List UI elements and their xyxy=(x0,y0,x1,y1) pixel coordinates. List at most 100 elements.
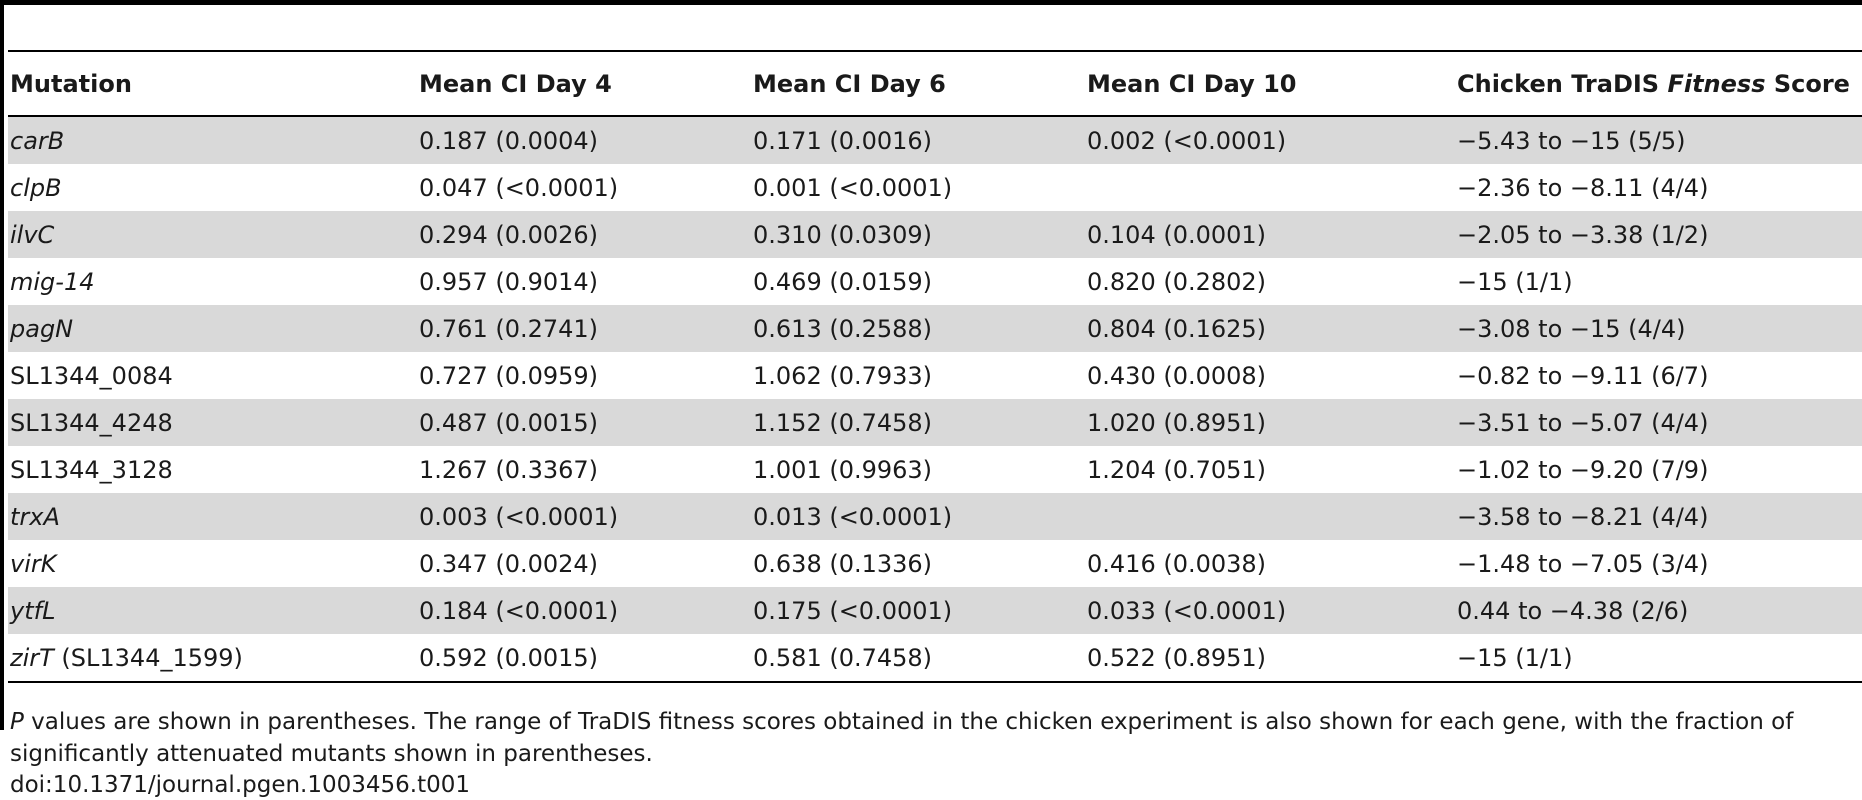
mutation-name: ilvC xyxy=(10,220,55,249)
cell-fitness: −1.48 to −7.05 (3/4) xyxy=(1457,549,1709,578)
left-rule xyxy=(0,0,4,730)
table-row: SL1344_4248 0.487 (0.0015) 1.152 (0.7458) 1… xyxy=(8,399,1862,446)
mutation-name: SL1344_0084 xyxy=(10,361,173,390)
cell-day6: 1.001 (0.9963) xyxy=(753,455,933,484)
mutation-name: clpB xyxy=(10,173,62,202)
header-day4: Mean CI Day 4 xyxy=(419,69,612,98)
cell-day4: 0.761 (0.2741) xyxy=(417,305,751,352)
cell-day10 xyxy=(1085,164,1455,211)
cell-fitness: −5.43 to −15 (5/5) xyxy=(1455,116,1862,164)
mutation-name: virK xyxy=(10,549,57,578)
cell-day10: 0.522 (0.8951) xyxy=(1087,643,1267,672)
cell-day6: 0.613 (0.2588) xyxy=(751,305,1085,352)
cell-day10: 0.416 (0.0038) xyxy=(1087,549,1267,578)
cell-mutation: ilvC xyxy=(8,211,417,258)
cell-mutation: pagN xyxy=(8,305,417,352)
cell-fitness: −15 (1/1) xyxy=(1457,267,1573,296)
mutation-name: SL1344_4248 xyxy=(10,408,173,437)
mutation-suffix: (SL1344_1599) xyxy=(53,643,243,672)
cell-day4: 0.187 (0.0004) xyxy=(417,116,751,164)
table-footnote: P values are shown in parentheses. The r… xyxy=(10,706,1860,770)
cell-mutation: ytfL xyxy=(8,587,417,634)
cell-mutation: virK xyxy=(8,540,417,587)
mutation-name: pagN xyxy=(10,314,74,343)
cell-day10: 1.204 (0.7051) xyxy=(1087,455,1267,484)
table-row: SL1344_3128 1.267 (0.3367) 1.001 (0.9963) 1… xyxy=(8,446,1862,493)
header-day10: Mean CI Day 10 xyxy=(1087,69,1297,98)
table-row: virK 0.347 (0.0024) 0.638 (0.1336) 0.416 (0… xyxy=(8,540,1862,587)
cell-mutation: clpB xyxy=(8,164,417,211)
table-row: clpB 0.047 (<0.0001) 0.001 (<0.0001) −2.36 … xyxy=(8,164,1862,211)
header-fitness: Chicken TraDIS Fitness Score xyxy=(1455,51,1862,116)
header-fitness-italic: Fitness xyxy=(1667,69,1766,98)
footnote-text: values are shown in parentheses. The ran… xyxy=(10,709,1794,767)
cell-day10: 0.804 (0.1625) xyxy=(1085,305,1455,352)
cell-day10: 0.430 (0.0008) xyxy=(1087,361,1267,390)
cell-fitness: −0.82 to −9.11 (6/7) xyxy=(1457,361,1709,390)
mutation-name: trxA xyxy=(10,502,60,531)
cell-day4: 1.267 (0.3367) xyxy=(419,455,599,484)
cell-day6: 1.062 (0.7933) xyxy=(753,361,933,390)
header-row: Mutation Mean CI Day 4 Mean CI Day 6 Mea… xyxy=(8,51,1862,116)
cell-day4: 0.003 (<0.0001) xyxy=(417,493,751,540)
cell-day10 xyxy=(1085,493,1455,540)
cell-mutation: SL1344_3128 xyxy=(8,446,417,493)
mutation-name: zirT xyxy=(10,643,54,672)
cell-day6: 0.310 (0.0309) xyxy=(751,211,1085,258)
table-row: ilvC 0.294 (0.0026) 0.310 (0.0309) 0.104 (0… xyxy=(8,211,1862,258)
cell-day4: 0.592 (0.0015) xyxy=(419,643,599,672)
table-row: pagN 0.761 (0.2741) 0.613 (0.2588) 0.804 (0… xyxy=(8,305,1862,352)
header-day6: Mean CI Day 6 xyxy=(753,69,946,98)
cell-fitness: −3.08 to −15 (4/4) xyxy=(1455,305,1862,352)
cell-day4: 0.294 (0.0026) xyxy=(417,211,751,258)
mutation-name: carB xyxy=(10,126,65,155)
header-fitness-suffix: Score xyxy=(1765,69,1850,98)
footnote-p-italic: P xyxy=(10,709,24,735)
cell-mutation: SL1344_0084 xyxy=(8,352,417,399)
cell-mutation: carB xyxy=(8,116,417,164)
cell-day6: 0.171 (0.0016) xyxy=(751,116,1085,164)
cell-day6: 0.001 (<0.0001) xyxy=(753,173,953,202)
cell-day4: 0.487 (0.0015) xyxy=(417,399,751,446)
cell-day10: 0.002 (<0.0001) xyxy=(1085,116,1455,164)
mutation-name: mig-14 xyxy=(10,267,95,296)
table-row: SL1344_0084 0.727 (0.0959) 1.062 (0.7933) 0… xyxy=(8,352,1862,399)
table-row: zirT (SL1344_1599) 0.592 (0.0015) 0.581 (0… xyxy=(8,634,1862,682)
cell-day10: 0.104 (0.0001) xyxy=(1085,211,1455,258)
cell-day6: 0.638 (0.1336) xyxy=(753,549,933,578)
cell-day4: 0.727 (0.0959) xyxy=(419,361,599,390)
cell-day10: 0.820 (0.2802) xyxy=(1087,267,1267,296)
cell-fitness: −1.02 to −9.20 (7/9) xyxy=(1457,455,1709,484)
cell-mutation: zirT (SL1344_1599) xyxy=(8,634,417,682)
cell-day6: 0.581 (0.7458) xyxy=(753,643,933,672)
table-row: carB 0.187 (0.0004) 0.171 (0.0016) 0.002 (<… xyxy=(8,116,1862,164)
top-rule xyxy=(0,0,1862,5)
cell-mutation: trxA xyxy=(8,493,417,540)
mutation-name: SL1344_3128 xyxy=(10,455,173,484)
cell-day4: 0.184 (<0.0001) xyxy=(417,587,751,634)
cell-day10: 1.020 (0.8951) xyxy=(1085,399,1455,446)
cell-day6: 0.013 (<0.0001) xyxy=(751,493,1085,540)
cell-day10: 0.033 (<0.0001) xyxy=(1085,587,1455,634)
cell-fitness: 0.44 to −4.38 (2/6) xyxy=(1455,587,1862,634)
results-table: Mutation Mean CI Day 4 Mean CI Day 6 Mea… xyxy=(8,50,1862,683)
cell-fitness: −2.05 to −3.38 (1/2) xyxy=(1455,211,1862,258)
cell-day6: 0.469 (0.0159) xyxy=(753,267,933,296)
cell-fitness: −2.36 to −8.11 (4/4) xyxy=(1457,173,1709,202)
mutation-name: ytfL xyxy=(10,596,56,625)
header-mutation: Mutation xyxy=(10,69,132,98)
cell-fitness: −3.51 to −5.07 (4/4) xyxy=(1455,399,1862,446)
header-fitness-prefix: Chicken TraDIS xyxy=(1457,69,1668,98)
table-row: ytfL 0.184 (<0.0001) 0.175 (<0.0001) 0.033 … xyxy=(8,587,1862,634)
table-row: trxA 0.003 (<0.0001) 0.013 (<0.0001) −3.58 … xyxy=(8,493,1862,540)
cell-mutation: SL1344_4248 xyxy=(8,399,417,446)
cell-day6: 0.175 (<0.0001) xyxy=(751,587,1085,634)
cell-day6: 1.152 (0.7458) xyxy=(751,399,1085,446)
cell-day4: 0.047 (<0.0001) xyxy=(419,173,619,202)
cell-fitness: −3.58 to −8.21 (4/4) xyxy=(1455,493,1862,540)
doi-line: doi:10.1371/journal.pgen.1003456.t001 xyxy=(10,772,471,798)
cell-mutation: mig-14 xyxy=(8,258,417,305)
cell-day4: 0.957 (0.9014) xyxy=(419,267,599,296)
cell-day4: 0.347 (0.0024) xyxy=(419,549,599,578)
table-row: mig-14 0.957 (0.9014) 0.469 (0.0159) 0.820 … xyxy=(8,258,1862,305)
